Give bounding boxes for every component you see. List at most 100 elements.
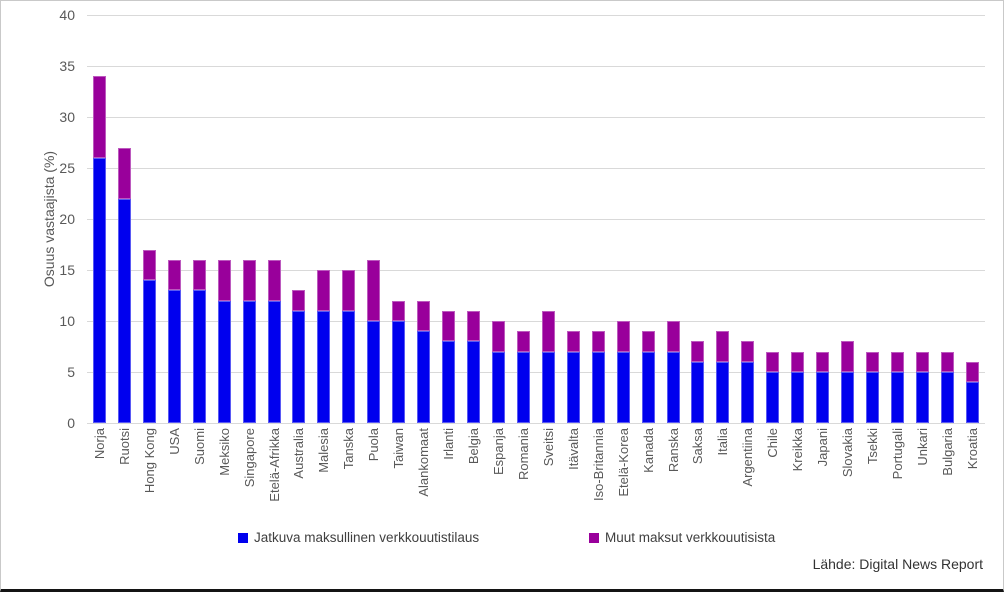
bar-slot-ranska: [661, 15, 686, 423]
y-tick-label-5: 5: [67, 364, 75, 380]
y-tick-label-25: 25: [59, 160, 75, 176]
bar-segment: [791, 351, 805, 372]
x-label-it-valta: Itävalta: [561, 428, 586, 520]
x-label-puola: Puola: [361, 428, 386, 520]
bar-segment: [442, 310, 456, 342]
x-label-text: Meksiko: [216, 428, 232, 476]
x-label-etel-korea: Etelä-Korea: [611, 428, 636, 520]
bar-segment: [591, 351, 605, 423]
bar-slot-suomi: [187, 15, 212, 423]
x-label-text: Slovakia: [840, 428, 856, 478]
bar-segment: [142, 249, 156, 281]
bar-segment: [890, 351, 904, 372]
bar-segment: [516, 351, 530, 423]
bar-slot-singapore: [237, 15, 262, 423]
x-label-text: Etelä-Korea: [615, 428, 631, 497]
x-label-text: Kanada: [640, 428, 656, 473]
bar-slot-kreikka: [785, 15, 810, 423]
bar-segment: [491, 351, 505, 423]
bar-segment: [117, 198, 131, 423]
x-label-hong-kong: Hong Kong: [137, 428, 162, 520]
x-label-text: Norja: [91, 428, 107, 460]
bar-segment: [716, 361, 730, 423]
x-label-text: Malesia: [316, 428, 332, 473]
stacked-bar: [242, 259, 256, 423]
bar-slot-irlanti: [436, 15, 461, 423]
stacked-bar: [641, 331, 655, 423]
y-tick-label-10: 10: [59, 313, 75, 329]
stacked-bar: [92, 76, 106, 423]
x-label-text: Etelä-Afrikka: [266, 428, 282, 502]
x-label-text: Portugali: [889, 428, 905, 480]
x-label-portugali: Portugali: [885, 428, 910, 520]
x-label-text: Iso-Britannia: [590, 428, 606, 501]
x-label-text: Italia: [715, 428, 731, 456]
bar-segment: [866, 372, 880, 423]
bar-segment: [292, 310, 306, 423]
stacked-bar: [965, 361, 979, 423]
bar-segment: [267, 259, 281, 301]
x-label-sveitsi: Sveitsi: [536, 428, 561, 520]
bar-slot-saksa: [686, 15, 711, 423]
x-label-kroatia: Kroatia: [960, 428, 985, 520]
plot-area: [87, 15, 985, 424]
x-label-japani: Japani: [810, 428, 835, 520]
bar-slot-kanada: [636, 15, 661, 423]
bar-segment: [167, 290, 181, 423]
x-label-kreikka: Kreikka: [785, 428, 810, 520]
stacked-bar: [491, 321, 505, 423]
x-label-text: Singapore: [241, 428, 257, 488]
bar-slot-chile: [760, 15, 785, 423]
x-label-romania: Romania: [511, 428, 536, 520]
bar-slot-japani: [810, 15, 835, 423]
stacked-bar: [192, 259, 206, 423]
bar-slot-hong-kong: [137, 15, 162, 423]
bar-segment: [940, 351, 954, 372]
stacked-bar: [691, 341, 705, 423]
bar-slot-sveitsi: [536, 15, 561, 423]
bar-segment: [242, 300, 256, 423]
stacked-bar: [292, 290, 306, 423]
source-attribution: Lähde: Digital News Report: [812, 556, 983, 572]
bar-segment: [92, 157, 106, 423]
bar-segment: [866, 351, 880, 372]
x-axis-category-labels: Norja Ruotsi Hong Kong USA Suomi Meksiko Singa…: [87, 428, 985, 520]
bar-slot-meksiko: [212, 15, 237, 423]
stacked-bar: [417, 300, 431, 423]
x-label-kanada: Kanada: [636, 428, 661, 520]
stacked-bar: [317, 270, 331, 423]
bar-segment: [541, 351, 555, 423]
bar-slot-espanja: [486, 15, 511, 423]
x-label-ranska: Ranska: [661, 428, 686, 520]
bar-segment: [666, 351, 680, 423]
x-label-alankomaat: Alankomaat: [411, 428, 436, 520]
bar-slot-it-valta: [561, 15, 586, 423]
bar-slot-puola: [361, 15, 386, 423]
y-axis-tick-labels: 0 5 10 15 20 25 30 35 40: [1, 7, 75, 431]
x-label-saksa: Saksa: [686, 428, 711, 520]
stacked-bar: [940, 351, 954, 423]
stacked-bar: [741, 341, 755, 423]
stacked-bar: [367, 259, 381, 423]
bar-slot-belgia: [461, 15, 486, 423]
x-label-text: Tanska: [341, 428, 357, 470]
bar-segment: [167, 259, 181, 291]
bar-slot-kroatia: [960, 15, 985, 423]
bar-segment: [467, 341, 481, 423]
stacked-bar: [890, 351, 904, 423]
bar-segment: [741, 341, 755, 362]
gridline-y-40: [87, 15, 985, 16]
x-label-unkari: Unkari: [910, 428, 935, 520]
bar-segment: [467, 310, 481, 342]
bar-slot-malesia: [311, 15, 336, 423]
stacked-bar: [342, 270, 356, 423]
x-label-text: Alankomaat: [416, 428, 432, 497]
x-label-text: Bulgaria: [939, 428, 955, 476]
bar-segment: [491, 321, 505, 352]
x-label-text: Taiwan: [391, 428, 407, 469]
x-label-singapore: Singapore: [237, 428, 262, 520]
gridline-y-15: [87, 270, 985, 271]
x-label-espanja: Espanja: [486, 428, 511, 520]
stacked-bar: [841, 341, 855, 423]
bar-segment: [516, 331, 530, 352]
